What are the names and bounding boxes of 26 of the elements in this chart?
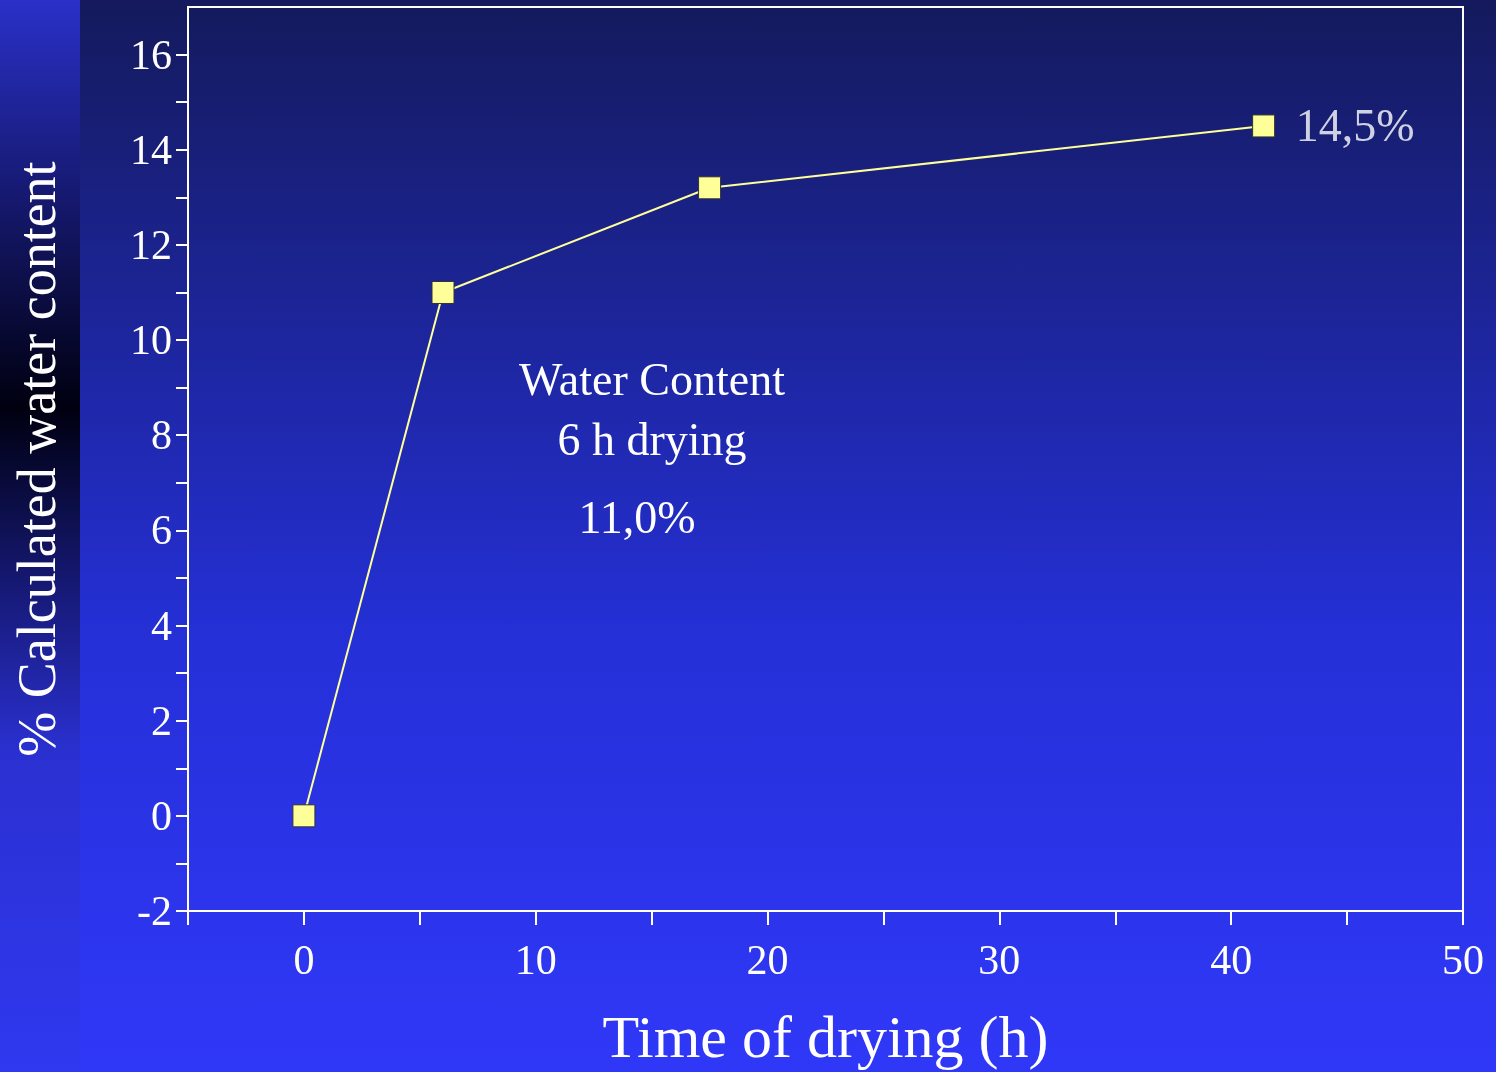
y-axis-title: % Calculated water content — [7, 161, 67, 757]
x-tick-label: 40 — [1210, 937, 1253, 983]
annotation: 6 h drying — [557, 413, 747, 465]
y-tick-label: 6 — [151, 507, 172, 554]
annotation: Water Content — [519, 353, 786, 405]
point — [1252, 114, 1276, 138]
y-tick-label: 10 — [130, 317, 172, 364]
point — [698, 176, 722, 200]
x-axis-title: Time of drying (h) — [602, 1004, 1049, 1070]
annotation: 14,5% — [1295, 100, 1415, 152]
x-tick-label: 30 — [978, 937, 1021, 983]
x-tick-label: 10 — [514, 937, 557, 983]
y-tick-label: 8 — [151, 412, 172, 459]
annotation: 11,0% — [578, 491, 696, 543]
point — [431, 280, 455, 304]
y-tick-label: 16 — [130, 31, 172, 78]
y-tick-label: 12 — [130, 221, 172, 268]
x-tick-label: 50 — [1442, 937, 1484, 983]
x-tick-label: 0 — [293, 937, 315, 983]
x-tick-label: 20 — [746, 937, 789, 983]
y-tick-label: 0 — [151, 792, 172, 839]
point — [292, 804, 316, 828]
y-tick-label: 4 — [151, 602, 172, 649]
y-tick-label: 2 — [151, 697, 172, 744]
y-tick-label: 14 — [130, 126, 172, 173]
y-tick-label: -2 — [137, 888, 172, 934]
